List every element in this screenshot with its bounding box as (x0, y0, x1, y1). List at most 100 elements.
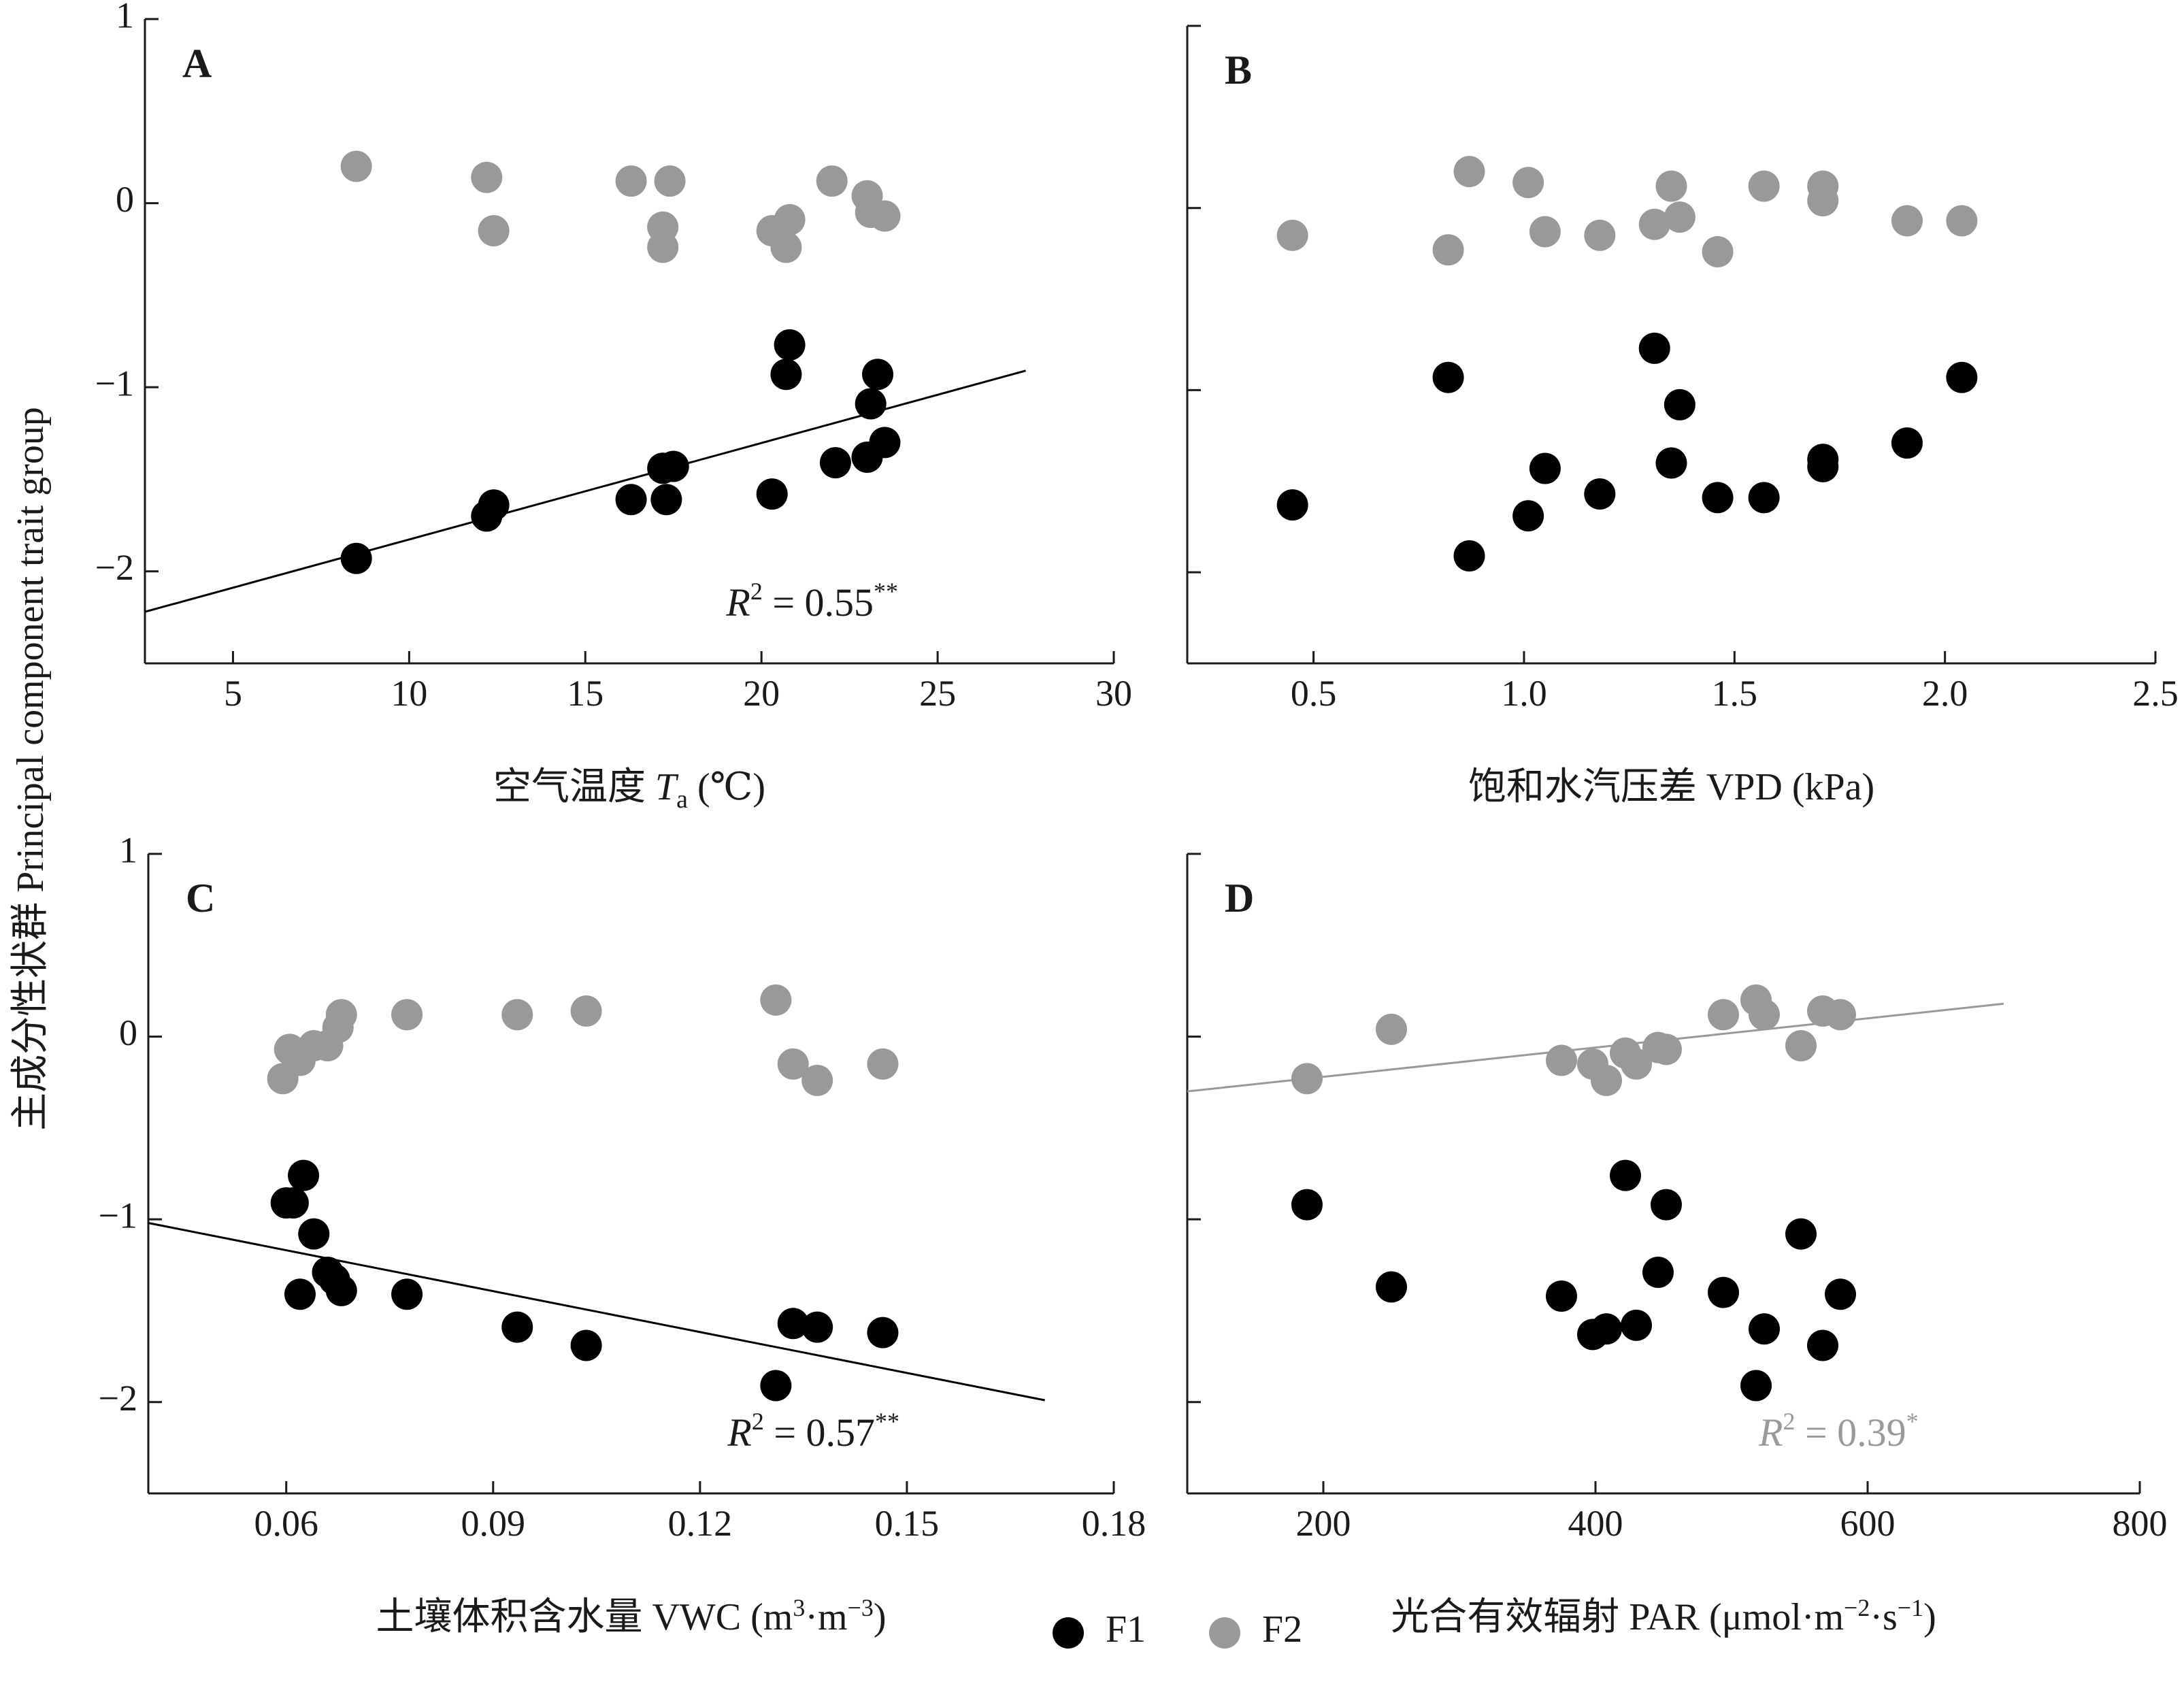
panel-a-x-tick-label: 25 (919, 673, 956, 714)
panel-a-point-f2 (654, 165, 686, 197)
panel-c-point-f1 (801, 1311, 833, 1343)
panel-c-x-tick-label: 0.12 (668, 1503, 733, 1544)
panel-c-point-f1 (298, 1218, 330, 1250)
panel-b-series-f2 (1276, 156, 1978, 267)
panel-c-point-f1 (391, 1278, 423, 1310)
panel-c-series-f2 (267, 984, 899, 1097)
panel-c-y-tick-label: −1 (99, 1195, 137, 1236)
panel-b-point-f2 (1432, 234, 1464, 266)
panel-a-point-f2 (471, 161, 503, 193)
panel-a-point-f1 (862, 359, 894, 391)
panel-a-y-tick-label: −1 (95, 363, 134, 404)
panel-a-x-tick-label: 15 (567, 673, 603, 714)
panel-b-point-f1 (1807, 450, 1839, 482)
panel-c-x-tick-label: 0.18 (1082, 1503, 1146, 1544)
panel-a-x-tick-label: 10 (391, 673, 427, 714)
panel-b-point-f1 (1276, 489, 1308, 521)
panel-a-series-f2 (340, 150, 901, 263)
panel-a-point-f2 (816, 165, 848, 197)
panel-c-point-f1 (777, 1308, 809, 1340)
panel-a-x-tick-label: 5 (224, 673, 242, 714)
legend-marker-f2 (1209, 1617, 1240, 1649)
panel-a-point-f1 (756, 478, 788, 510)
panel-d-point-f1 (1825, 1278, 1856, 1310)
panel-d-x-tick-label: 400 (1568, 1503, 1623, 1544)
panel-b-point-f2 (1946, 205, 1978, 237)
panel-a-point-f1 (340, 542, 372, 574)
panel-a-letter: A (182, 41, 212, 86)
panel-d-r2-annotation: R2 = 0.39* (1758, 1408, 1919, 1455)
panel-c-point-f2 (760, 984, 792, 1016)
panel-d-point-f1 (1749, 1313, 1780, 1345)
panel-c-y-tick-label: 0 (119, 1012, 137, 1053)
panel-a-point-f1 (855, 388, 887, 420)
panel-b-point-f1 (1891, 427, 1923, 459)
panel-b-point-f2 (1453, 156, 1485, 188)
panel-a-point-f1 (657, 450, 689, 482)
panel-b-point-f2 (1276, 219, 1308, 251)
panel-b-point-f2 (1655, 170, 1687, 202)
panel-b-point-f2 (1529, 216, 1561, 248)
panel-c-point-f2 (325, 999, 357, 1031)
panel-c-point-f2 (801, 1065, 833, 1097)
panel-d-point-f1 (1708, 1276, 1739, 1308)
panel-a-point-f2 (869, 200, 901, 232)
panel-a-point-f2 (340, 150, 372, 182)
panel-b-point-f2 (1891, 205, 1923, 237)
panel-d-point-f2 (1376, 1013, 1407, 1045)
panel-d-point-f1 (1807, 1329, 1838, 1361)
panel-b-point-f1 (1655, 447, 1687, 479)
panel-d-x-tick-label: 800 (2113, 1503, 2168, 1544)
panel-d-point-f2 (1546, 1044, 1577, 1076)
panel-c-x-tick-label: 0.06 (254, 1503, 318, 1544)
panel-d-point-f1 (1651, 1189, 1682, 1221)
panel-c-x-tick-label: 0.15 (875, 1503, 940, 1544)
panel-d-letter: D (1225, 876, 1254, 921)
panel-a-point-f1 (819, 447, 851, 479)
panel-b-point-f1 (1664, 388, 1695, 420)
panel-c-letter: C (186, 876, 215, 921)
panel-c-point-f1 (284, 1278, 316, 1310)
panel-d-point-f2 (1621, 1048, 1652, 1080)
panel-a-point-f2 (647, 231, 679, 263)
panel-a-y-tick-label: −2 (95, 547, 134, 588)
panel-b-point-f2 (1702, 235, 1734, 267)
panel-a-point-f1 (650, 484, 682, 516)
panel-a-r2-annotation: R2 = 0.55** (725, 578, 898, 625)
panel-b-x-tick-label: 0.5 (1291, 673, 1337, 714)
panel-d-point-f1 (1291, 1189, 1323, 1221)
panel-b-x-axis-title: 饱和水汽压差 VPD (kPa) (1468, 766, 1874, 808)
panel-b-letter: B (1225, 48, 1252, 93)
panel-d-point-f1 (1376, 1271, 1407, 1303)
panel-a-fit-line (144, 369, 1026, 613)
panel-c-point-f1 (867, 1317, 899, 1348)
panel-c-point-f2 (570, 995, 602, 1027)
panel-c-y-tick-label: 1 (119, 829, 137, 870)
panel-d-point-f1 (1740, 1370, 1772, 1402)
panel-a-point-f2 (774, 203, 806, 235)
panel-c-point-f1 (760, 1370, 792, 1402)
panel-c-point-f1 (325, 1274, 357, 1306)
panel-d-point-f2 (1651, 1033, 1682, 1065)
panel-d-point-f1 (1546, 1280, 1577, 1312)
panel-d-point-f2 (1291, 1063, 1323, 1095)
panel-d-point-f1 (1591, 1313, 1622, 1345)
panel-b-x-tick-label: 2.0 (1922, 673, 1968, 714)
panel-d-point-f1 (1621, 1309, 1652, 1341)
panel-d-x-tick-label: 600 (1840, 1503, 1896, 1544)
panel-b: 0.5 1.0 1.5 2.0 2.5 B 饱和水汽压差 VPD (kPa) (1186, 24, 2179, 808)
panel-b-point-f1 (1946, 361, 1978, 393)
panel-b-point-f1 (1432, 361, 1464, 393)
panel-b-point-f1 (1638, 332, 1670, 364)
panel-d-point-f1 (1785, 1218, 1817, 1250)
panel-a-point-f1 (869, 427, 901, 459)
panel-d-series-f1 (1291, 1159, 1856, 1402)
panel-a-point-f1 (770, 359, 802, 391)
panel-b-point-f1 (1748, 482, 1780, 514)
panel-d-point-f2 (1591, 1065, 1622, 1097)
panel-c-point-f2 (777, 1048, 809, 1080)
panel-d-point-f1 (1642, 1257, 1674, 1289)
panel-d-x-tick-label: 200 (1296, 1503, 1351, 1544)
